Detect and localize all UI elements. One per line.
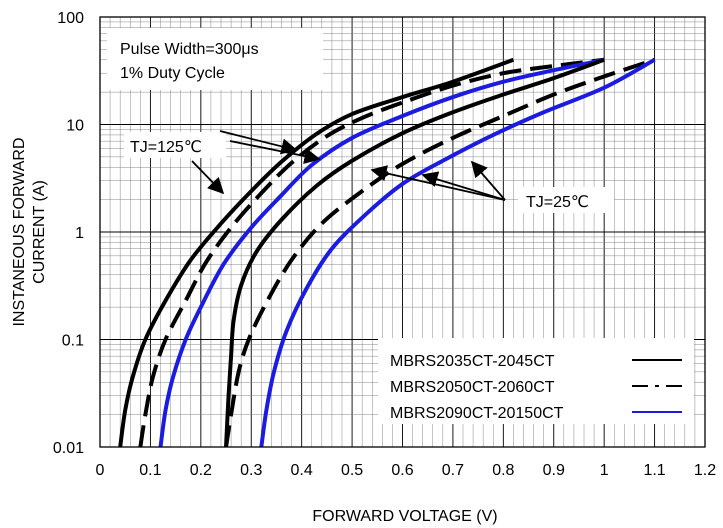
test-condition-note: Pulse Width=300μs 1% Duty Cycle <box>107 28 323 90</box>
tj25-label: TJ=25℃ <box>526 194 589 211</box>
tj125-label-bg <box>124 132 226 158</box>
x-tick-label: 1.1 <box>643 462 665 479</box>
series-line <box>259 58 656 448</box>
series-line <box>118 57 515 448</box>
series-line <box>224 57 605 448</box>
legend: MBRS2035CT-2045CT MBRS2050CT-2060CT MBRS20… <box>378 338 694 424</box>
plot-frame <box>99 16 706 448</box>
legend-entry-label: MBRS2035CT-2045CT <box>390 353 555 370</box>
y-axis-title-line1: INSTANEOUS FORWARD <box>11 137 28 326</box>
series-line <box>224 57 656 448</box>
note-line1: Pulse Width=300μs <box>120 41 259 58</box>
tj125-arrow-3 <box>191 160 225 195</box>
tj25-arrow-2 <box>421 171 506 201</box>
tj125-arrow-1 <box>219 130 298 155</box>
x-tick-label: 0.9 <box>543 462 565 479</box>
x-tick-label: 0.7 <box>442 462 464 479</box>
tj25-arrow-3 <box>470 160 506 201</box>
series-line <box>158 57 605 448</box>
x-tick-label: 1 <box>600 462 609 479</box>
y-tick-label: 10 <box>66 118 84 135</box>
note-line2: 1% Duty Cycle <box>120 65 225 82</box>
series-lines <box>118 57 656 448</box>
x-tick-label: 1.2 <box>694 462 716 479</box>
tj125-label: TJ=125℃ <box>130 139 202 156</box>
y-tick-label: 0.01 <box>53 440 84 457</box>
tj125-annotation: TJ=125℃ <box>124 130 321 195</box>
legend-entry-label: MBRS2090CT-20150CT <box>390 405 564 422</box>
x-tick-label: 0.5 <box>341 462 363 479</box>
tj25-label-bg <box>518 187 614 213</box>
x-axis-title: FORWARD VOLTAGE (V) <box>312 508 497 525</box>
tj125-arrow-2 <box>229 140 321 165</box>
legend-entry-label: MBRS2050CT-2060CT <box>390 379 555 396</box>
y-axis-title-line2: CURRENT (A) <box>31 180 48 284</box>
x-tick-label: 0.1 <box>139 462 161 479</box>
y-tick-labels: 0.01 0.1 1 10 100 <box>53 10 84 457</box>
note-box <box>107 28 323 90</box>
x-tick-label: 0.6 <box>391 462 413 479</box>
x-tick-labels: 0 0.1 0.2 0.3 0.4 0.5 0.6 0.7 0.8 0.9 1 1.1 1.2 <box>96 462 717 479</box>
legend-box <box>378 338 694 424</box>
y-tick-label: 0.1 <box>62 333 84 350</box>
tj25-annotation: TJ=25℃ <box>370 160 614 213</box>
y-tick-label: 100 <box>57 10 84 27</box>
x-tick-label: 0.8 <box>492 462 514 479</box>
y-tick-label: 1 <box>75 225 84 242</box>
x-tick-label: 0.4 <box>291 462 313 479</box>
x-tick-label: 0.3 <box>240 462 262 479</box>
x-tick-label: 0 <box>96 462 105 479</box>
series-line <box>138 57 605 448</box>
x-tick-label: 0.2 <box>190 462 212 479</box>
